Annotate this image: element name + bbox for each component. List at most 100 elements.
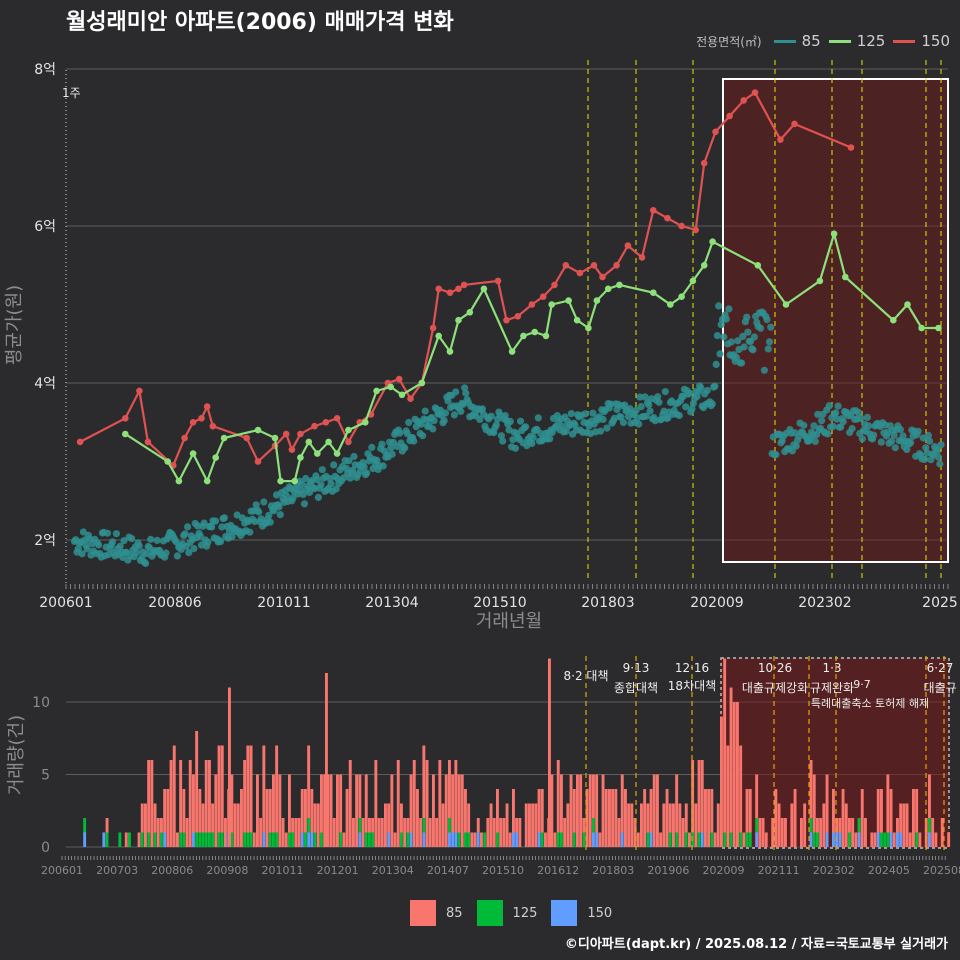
volume-bar-85 [940,818,944,847]
scatter-point-85 [452,388,460,396]
volume-bar-85 [848,818,851,833]
volume-bar-85 [153,803,157,833]
scatter-point-85 [330,461,338,469]
scatter-point-85 [924,431,933,439]
x-tick-label: 202302 [798,595,851,611]
scatter-point-85 [708,400,716,408]
volume-bar-125 [153,832,157,847]
volume-bar-85 [777,803,781,847]
scatter-point-85 [738,359,746,367]
volume-bar-85 [774,789,778,847]
volume-bar-125 [182,832,186,847]
volume-bar-150 [899,832,903,847]
volume-bar-85 [793,789,797,847]
volume-bar-125 [208,832,211,847]
scatter-point-85 [720,333,728,341]
series-point-150 [322,419,330,426]
policy-date: 6·27 [927,661,954,675]
volume-bar-85 [457,774,461,833]
source-caption: ©디아파트(dapt.kr) / 2025.08.12 / 자료=국토교통부 실… [564,937,948,952]
volume-bar-85 [460,774,464,847]
volume-bar-125 [275,832,279,847]
volume-bar-85 [416,789,419,847]
volume-bar-125 [560,832,563,847]
volume-bar-125 [147,832,151,847]
volume-bar-85 [502,818,506,847]
volume-bar-125 [230,832,234,847]
series-point-150 [198,415,205,422]
series-point-125 [585,324,592,332]
scatter-point-85 [332,485,340,493]
y-tick-label: 2억 [34,533,56,549]
volume-bar-85 [342,832,346,847]
volume-bar-125 [201,832,205,847]
scatter-point-85 [936,460,944,468]
volume-bar-85 [105,818,109,833]
series-point-150 [740,97,747,104]
scatter-point-85 [857,414,865,422]
volume-bar-85 [540,789,544,833]
scatter-point-85 [457,407,465,415]
volume-bar-85 [905,803,909,847]
scatter-point-85 [78,550,86,558]
volume-bar-125 [195,832,199,847]
scatter-point-85 [926,437,934,445]
volume-bar-85 [889,789,893,833]
volume-bar-85 [812,774,816,833]
scatter-point-85 [814,410,822,418]
volume-bar-85 [169,760,173,847]
volume-bar-85 [662,803,666,847]
series-point-125 [604,285,612,293]
volume-bar-85 [156,818,160,847]
volume-bar-85 [572,789,576,833]
volume-bar-125 [886,832,890,847]
volume-bar-85 [790,803,794,847]
volume-bar-85 [291,818,295,833]
volume-bar-125 [556,832,560,847]
volume-bar-85 [448,760,451,818]
series-point-125 [345,426,352,434]
series-point-150 [664,214,671,222]
volume-x-tick-label: 202508 [923,864,960,877]
volume-bar-85 [304,789,307,833]
volume-bar-85 [915,789,919,833]
volume-bar-125 [422,818,426,833]
volume-bar-85 [643,789,647,847]
volume-x-tick-label: 200806 [151,864,193,877]
scatter-point-85 [914,427,922,435]
volume-bar-85 [278,774,282,847]
scatter-point-85 [858,435,866,443]
volume-bar-150 [595,832,599,847]
scatter-point-85 [83,545,91,553]
volume-bar-150 [515,832,519,847]
scatter-point-85 [792,442,800,450]
scatter-point-85 [276,510,284,519]
volume-bar-85 [176,832,179,847]
volume-bar-85 [617,818,621,847]
volume-bar-125 [243,832,247,847]
volume-bar-85 [336,774,339,847]
legend-item-125: 125 [828,32,885,50]
volume-x-tick-label: 202302 [813,864,855,877]
scatter-point-85 [865,422,873,430]
series-point-125 [203,477,211,485]
volume-y-tick-label: 5 [41,768,50,784]
price-legend-title: 전용면적(㎡) [696,34,762,49]
volume-bar-125 [675,832,679,847]
series-point-150 [692,226,699,234]
series-point-125 [689,277,697,285]
volume-bar-85 [470,832,474,847]
volume-legend: 85 125 150 [410,900,612,926]
volume-bar-85 [748,789,752,833]
series-point-125 [667,301,674,308]
scatter-point-85 [619,418,628,427]
series-point-150 [345,438,352,446]
scatter-point-85 [712,360,720,368]
volume-bar-125 [457,832,461,847]
series-point-125 [782,301,790,308]
scatter-point-85 [265,511,273,519]
volume-bar-85 [611,789,615,847]
scatter-point-85 [682,403,690,411]
volume-bar-85 [576,774,579,847]
series-point-125 [842,273,849,281]
